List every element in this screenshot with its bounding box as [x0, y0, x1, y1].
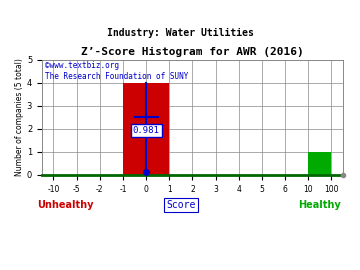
- Text: Score: Score: [166, 200, 195, 210]
- Bar: [308, 152, 331, 175]
- Text: ©www.textbiz.org: ©www.textbiz.org: [45, 61, 119, 70]
- Text: The Research Foundation of SUNY: The Research Foundation of SUNY: [45, 72, 188, 81]
- Text: Industry: Water Utilities: Industry: Water Utilities: [107, 28, 253, 38]
- Text: 0.981: 0.981: [132, 126, 159, 135]
- Bar: [123, 83, 169, 175]
- Title: Z’-Score Histogram for AWR (2016): Z’-Score Histogram for AWR (2016): [81, 48, 304, 58]
- Text: Healthy: Healthy: [298, 200, 341, 210]
- Y-axis label: Number of companies (5 total): Number of companies (5 total): [15, 58, 24, 176]
- Text: Unhealthy: Unhealthy: [37, 200, 93, 210]
